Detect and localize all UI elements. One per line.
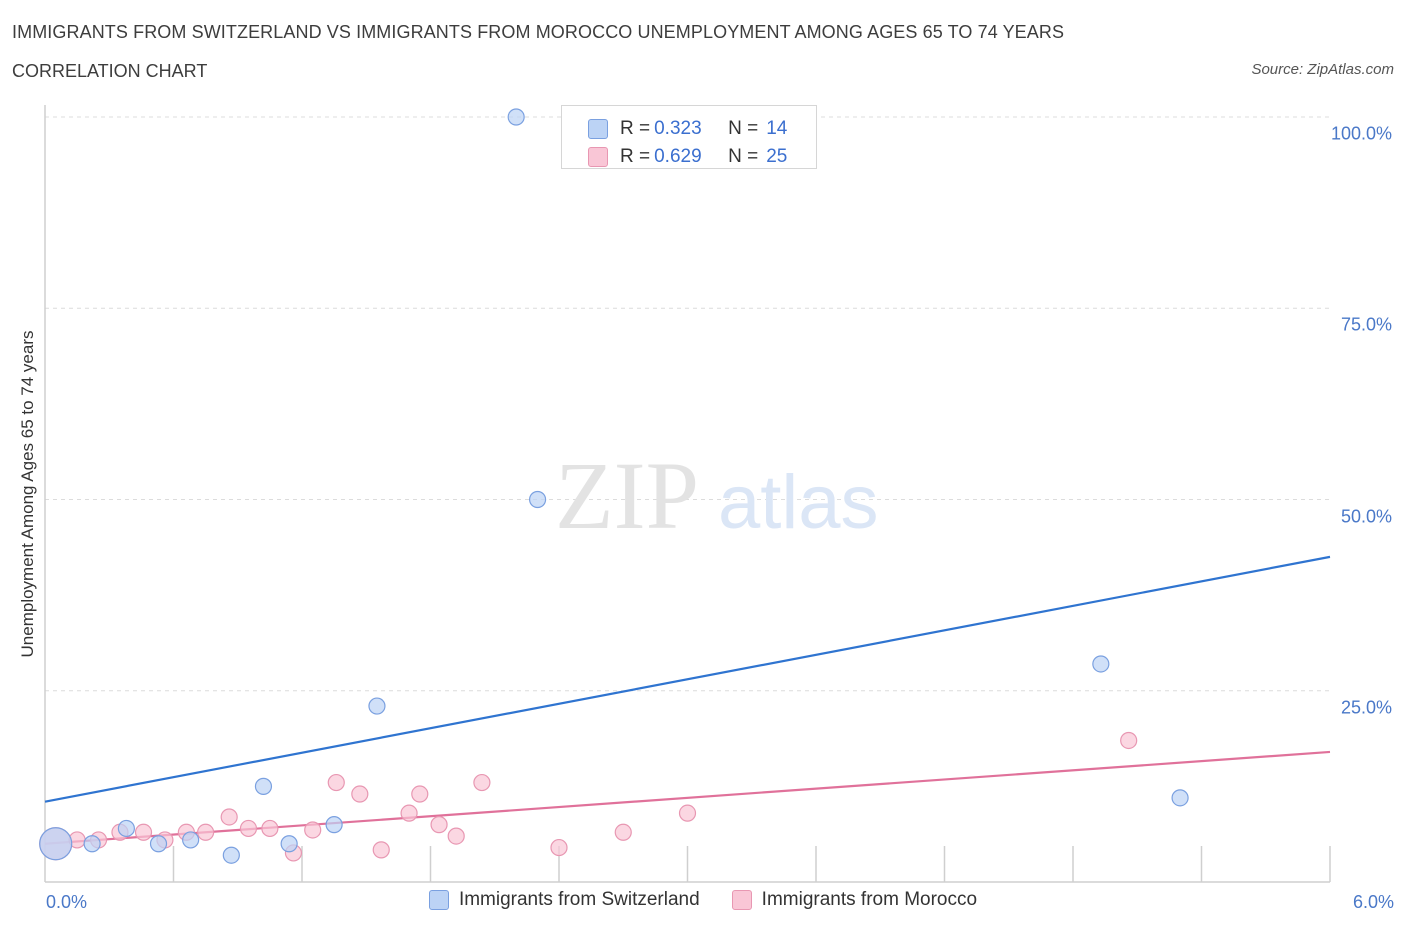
r-value: 0.323 [654, 118, 702, 139]
watermark-atlas: atlas [718, 460, 879, 545]
watermark-zip: ZIP [555, 442, 699, 549]
switzerland-point [1171, 789, 1189, 807]
chart-subtitle: CORRELATION CHART [12, 61, 208, 81]
morocco-point [351, 785, 369, 803]
data-points [39, 108, 1189, 864]
n-label: N = [728, 118, 759, 139]
switzerland-point [325, 816, 343, 834]
switzerland-point [254, 777, 273, 795]
switzerland-point [39, 827, 73, 861]
r-label: R = [620, 118, 651, 139]
morocco-point [220, 808, 238, 826]
series-legend: Immigrants from Switzerland Immigrants f… [0, 889, 1406, 911]
switzerland-point [117, 819, 135, 838]
switzerland-point [528, 490, 547, 509]
grid-lines [45, 116, 1330, 692]
chart-title: IMMIGRANTS FROM SWITZERLAND VS IMMIGRANT… [12, 22, 1065, 42]
morocco-point [430, 816, 448, 834]
r-label: R = [620, 146, 651, 167]
stats-row-morocco: R = 0.629 N = 25 [562, 143, 787, 171]
switzerland-point [149, 835, 168, 853]
morocco-point [261, 819, 279, 838]
stats-legend: R = 0.323 N = 14 R = 0.629 N = 25 [561, 105, 817, 169]
trend-line-morocco [44, 750, 1331, 845]
legend-item-switzerland[interactable]: Immigrants from Switzerland [428, 889, 700, 911]
morocco-point [1120, 731, 1138, 750]
switzerland-point [83, 835, 101, 853]
morocco-point [550, 838, 568, 857]
y-tick-label: 25.0% [1340, 697, 1392, 718]
legend-item-morocco[interactable]: Immigrants from Morocco [731, 889, 978, 911]
morocco-swatch [731, 890, 752, 910]
legend-label: Immigrants from Morocco [761, 889, 978, 910]
n-label: N = [728, 146, 759, 167]
morocco-point [239, 819, 258, 838]
y-axis-label: Unemployment Among Ages 65 to 74 years [18, 330, 37, 658]
y-tick-label: 75.0% [1340, 314, 1392, 335]
n-value: 14 [766, 118, 788, 139]
morocco-point [134, 823, 153, 841]
morocco-point [614, 823, 632, 841]
switzerland-swatch [428, 890, 449, 910]
switzerland-point [280, 835, 298, 853]
morocco-point [372, 841, 390, 859]
switzerland-point [507, 108, 525, 126]
y-tick-label: 100.0% [1330, 123, 1392, 144]
switzerland-swatch [588, 119, 608, 139]
morocco-point [473, 773, 491, 792]
r-value: 0.629 [654, 146, 702, 167]
morocco-point [400, 804, 418, 822]
x-tick-label-max: 6.0% [1352, 892, 1394, 912]
switzerland-point [368, 697, 386, 715]
switzerland-point [182, 831, 200, 849]
morocco-point [327, 773, 345, 792]
y-tick-label: 50.0% [1340, 506, 1392, 526]
n-value: 25 [766, 146, 788, 167]
morocco-point [304, 821, 322, 839]
trend-line-switzerland [44, 555, 1331, 803]
x-tick-label-min: 0.0% [46, 892, 88, 912]
morocco-swatch [588, 147, 608, 167]
trend-lines [44, 555, 1331, 845]
morocco-point [678, 804, 697, 822]
morocco-point [447, 827, 465, 845]
morocco-point [411, 785, 429, 803]
morocco-point [197, 823, 215, 841]
legend-label: Immigrants from Switzerland [458, 889, 700, 910]
switzerland-point [1092, 655, 1110, 673]
stats-row-switzerland: R = 0.323 N = 14 [562, 115, 787, 143]
source-label: Source: ZipAtlas.com [1251, 61, 1394, 78]
switzerland-point [222, 846, 240, 864]
